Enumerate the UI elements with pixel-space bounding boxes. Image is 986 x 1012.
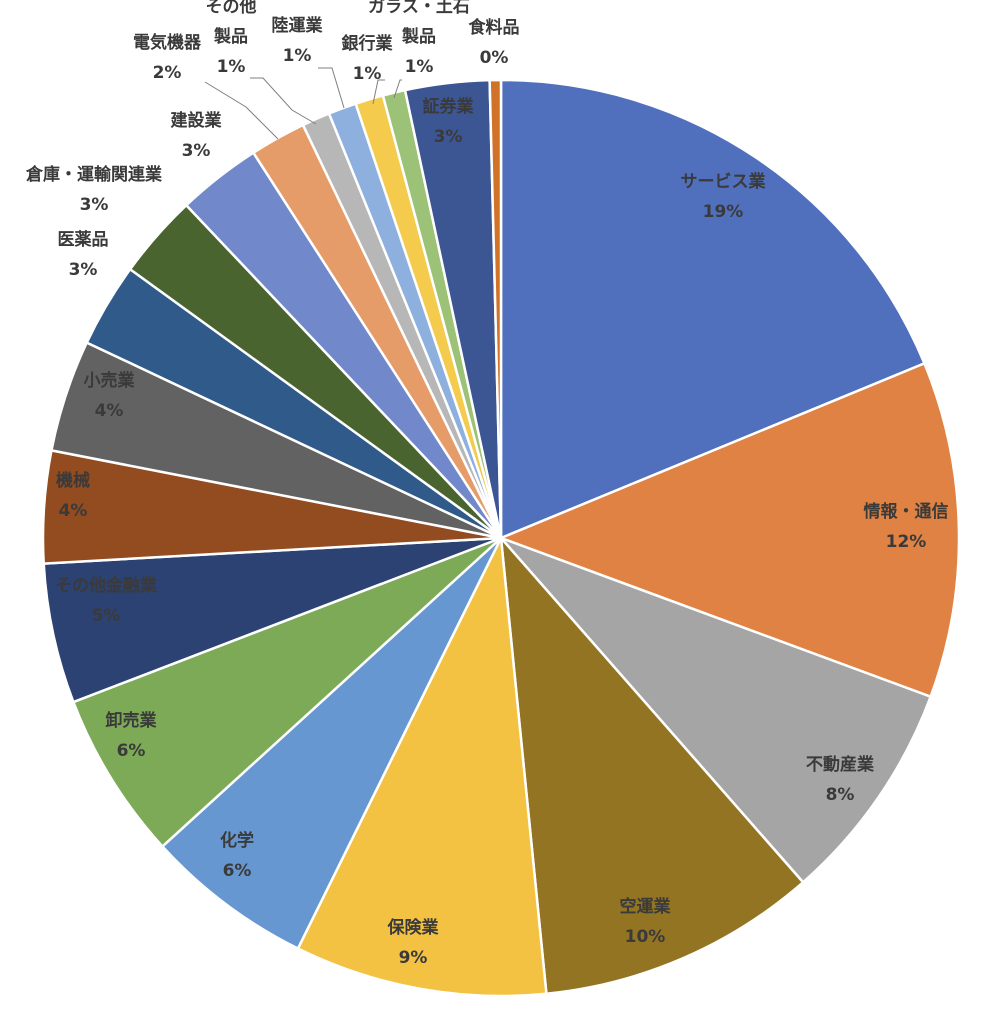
slice-labels: サービス業 19% 情報・通信 12% 不動産業 8% 空運業 10% 保険業 9% 化学 6% 卸売業… (25, 0, 949, 968)
slice-value-label: 9% (399, 948, 428, 968)
pie-slices (41, 78, 961, 998)
slice-label: 証券業 (423, 96, 474, 117)
slice-value-label: 1% (283, 46, 312, 66)
slice-label: 保険業 (387, 917, 439, 938)
slice-value-label: 1% (405, 57, 434, 77)
pie-slice (499, 536, 932, 884)
leader-line (318, 67, 345, 109)
slice-value-label: 0% (480, 48, 509, 68)
slice-value-label: 1% (353, 64, 382, 84)
slice-label: 倉庫・運輸関連業 (25, 164, 162, 185)
leader-line (393, 79, 402, 99)
slice-value-label: 3% (434, 127, 463, 147)
slice-label: 情報・通信 (864, 501, 949, 522)
slice-value-label: 3% (80, 195, 109, 215)
slice-label: 空運業 (620, 896, 671, 917)
slice-value-label: 3% (182, 141, 211, 161)
slice-value-label: 5% (92, 606, 121, 626)
slice-label: 化学 (220, 830, 254, 851)
slice-label: 機械 (56, 470, 90, 491)
pie-slice (161, 536, 503, 950)
slice-label: 銀行業 (342, 33, 393, 54)
slice-label: 卸売業 (106, 710, 157, 731)
pie-slice (499, 78, 926, 540)
slice-label: その他金融業 (55, 575, 157, 596)
slice-label: 陸運業 (272, 15, 323, 36)
pie-slice (72, 536, 503, 848)
pie-slice (296, 536, 548, 998)
slice-label: 小売業 (84, 370, 135, 391)
slice-label: 医薬品 (58, 230, 109, 250)
slice-value-label: 2% (153, 63, 182, 83)
pie-slice (499, 536, 805, 995)
slice-label: 不動産業 (806, 754, 874, 775)
slice-label: その他 (206, 0, 257, 17)
slice-label: 製品 (213, 26, 248, 47)
pie-slice (499, 362, 961, 698)
leader-line (204, 81, 279, 140)
slice-label: 建設業 (171, 110, 222, 131)
slice-label: 電気機器 (133, 32, 202, 53)
slice-value-label: 4% (59, 501, 88, 521)
slice-value-label: 10% (625, 927, 666, 947)
leader-line (372, 79, 385, 105)
slice-value-label: 8% (826, 785, 855, 805)
slice-value-label: 6% (117, 741, 146, 761)
pie-slice (488, 78, 503, 540)
slice-value-label: 4% (95, 401, 124, 421)
slice-label: サービス業 (681, 171, 766, 192)
slice-value-label: 1% (217, 57, 246, 77)
slice-value-label: 3% (69, 260, 98, 280)
leader-lines (204, 67, 402, 140)
slice-value-label: 6% (223, 861, 252, 881)
slice-label: ガラス・土石 (368, 0, 470, 17)
slice-label: 食料品 (469, 17, 520, 38)
slice-label: 製品 (401, 26, 436, 47)
slice-value-label: 19% (703, 202, 744, 222)
leader-line (250, 77, 317, 125)
slice-value-label: 12% (886, 532, 927, 552)
